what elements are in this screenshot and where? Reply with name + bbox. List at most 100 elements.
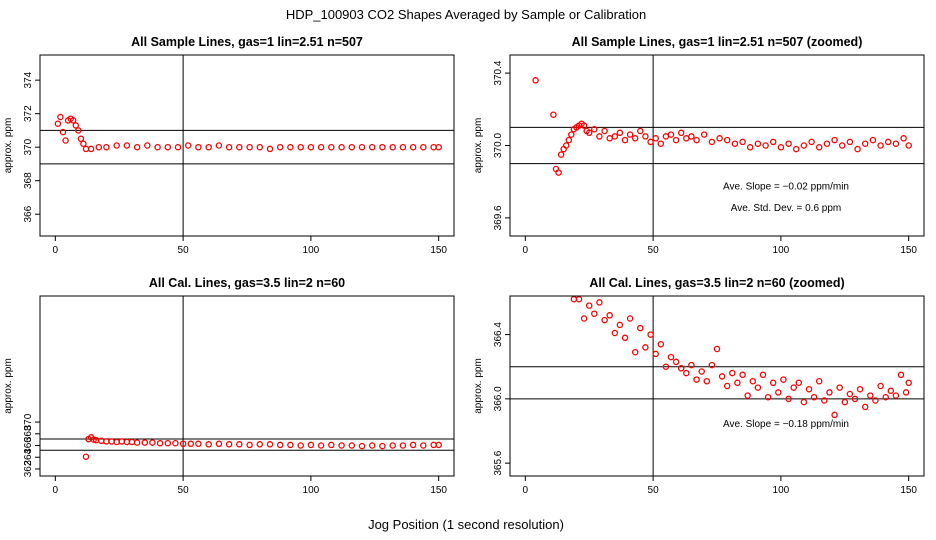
data-point	[87, 145, 95, 153]
data-point	[769, 379, 777, 387]
data-point	[557, 151, 565, 158]
data-point	[754, 140, 762, 147]
data-point	[379, 442, 386, 450]
data-point	[215, 440, 223, 448]
data-point	[596, 299, 603, 306]
data-point	[621, 136, 629, 144]
data-point	[698, 368, 705, 375]
data-point	[596, 133, 603, 140]
data-point	[348, 143, 356, 151]
x-tick-label: 100	[773, 245, 790, 256]
data-point	[821, 397, 828, 404]
data-point	[591, 125, 598, 133]
data-point	[769, 138, 777, 146]
data-point	[225, 441, 233, 448]
data-point	[683, 369, 690, 377]
data-point	[297, 143, 304, 151]
data-point	[810, 393, 818, 401]
data-point	[149, 439, 156, 446]
data-point	[317, 143, 325, 151]
data-point	[887, 387, 895, 395]
data-point	[287, 441, 294, 449]
data-point	[861, 403, 869, 411]
x-tick-label: 0	[523, 485, 529, 496]
data-point	[683, 135, 690, 142]
data-point	[884, 138, 892, 146]
data-point	[892, 140, 900, 147]
y-tick-label: 368	[23, 425, 34, 442]
data-point	[713, 345, 721, 353]
data-point	[657, 140, 665, 147]
data-point	[75, 127, 82, 134]
data-point	[256, 143, 264, 151]
data-point	[118, 438, 126, 445]
data-point	[616, 129, 624, 137]
data-point	[358, 442, 366, 450]
data-point	[601, 127, 608, 135]
y-tick-label: 366	[23, 437, 34, 454]
data-point	[246, 143, 253, 151]
data-point	[550, 111, 557, 118]
plot-frame	[509, 295, 925, 477]
data-point	[195, 440, 202, 448]
data-point	[854, 145, 861, 153]
data-point	[399, 442, 407, 449]
data-point	[256, 441, 264, 448]
shared-x-axis-label: Jog Position (1 second resolution)	[368, 517, 564, 532]
data-point	[205, 441, 212, 448]
y-axis-label: approx. ppm	[473, 358, 484, 414]
data-point	[236, 143, 243, 151]
y-tick-label: 365.6	[493, 450, 504, 475]
data-point	[739, 138, 746, 146]
panel-title: All Cal. Lines, gas=3.5 lin=2 n=60	[149, 276, 345, 290]
x-tick-label: 100	[303, 485, 320, 496]
data-point	[103, 438, 110, 445]
data-point	[133, 439, 141, 446]
chart-panel-4: All Cal. Lines, gas=3.5 lin=2 n=60 (zoom…	[473, 276, 925, 496]
data-point	[900, 135, 907, 142]
data-point	[677, 129, 685, 137]
data-point	[307, 143, 315, 151]
data-point	[113, 438, 120, 446]
data-series	[82, 434, 442, 460]
data-point	[667, 353, 675, 361]
data-point	[585, 302, 593, 309]
data-point	[297, 442, 304, 449]
y-tick-label: 374	[23, 71, 34, 88]
data-point	[348, 442, 356, 449]
data-point	[123, 142, 131, 149]
chart-panel-3: All Cal. Lines, gas=3.5 lin=2 n=60 0 50 100…	[3, 276, 455, 496]
data-point	[555, 169, 562, 176]
data-point	[95, 143, 103, 151]
data-point	[731, 140, 739, 147]
data-point	[667, 131, 675, 138]
data-point	[677, 365, 685, 372]
data-point	[846, 390, 854, 398]
y-tick-label: 370	[23, 413, 34, 430]
data-point	[266, 145, 274, 153]
data-point	[409, 143, 417, 151]
data-point	[693, 136, 700, 144]
data-point	[601, 316, 608, 324]
data-point	[69, 117, 77, 124]
data-point	[877, 382, 884, 390]
data-point	[869, 136, 877, 144]
data-point	[647, 138, 654, 146]
x-tick-label: 150	[900, 485, 917, 496]
data-point	[631, 348, 639, 356]
data-point	[795, 379, 803, 387]
data-point	[872, 397, 879, 404]
y-axis-label: approx. ppm	[473, 118, 484, 174]
data-point	[815, 144, 823, 151]
data-point	[215, 142, 223, 149]
data-point	[54, 120, 62, 127]
data-point	[831, 411, 838, 419]
data-point	[103, 143, 110, 151]
data-point	[662, 363, 670, 370]
data-point	[905, 142, 912, 149]
data-point	[823, 140, 831, 147]
data-point	[358, 143, 366, 151]
data-point	[780, 376, 787, 383]
data-point	[831, 136, 838, 144]
